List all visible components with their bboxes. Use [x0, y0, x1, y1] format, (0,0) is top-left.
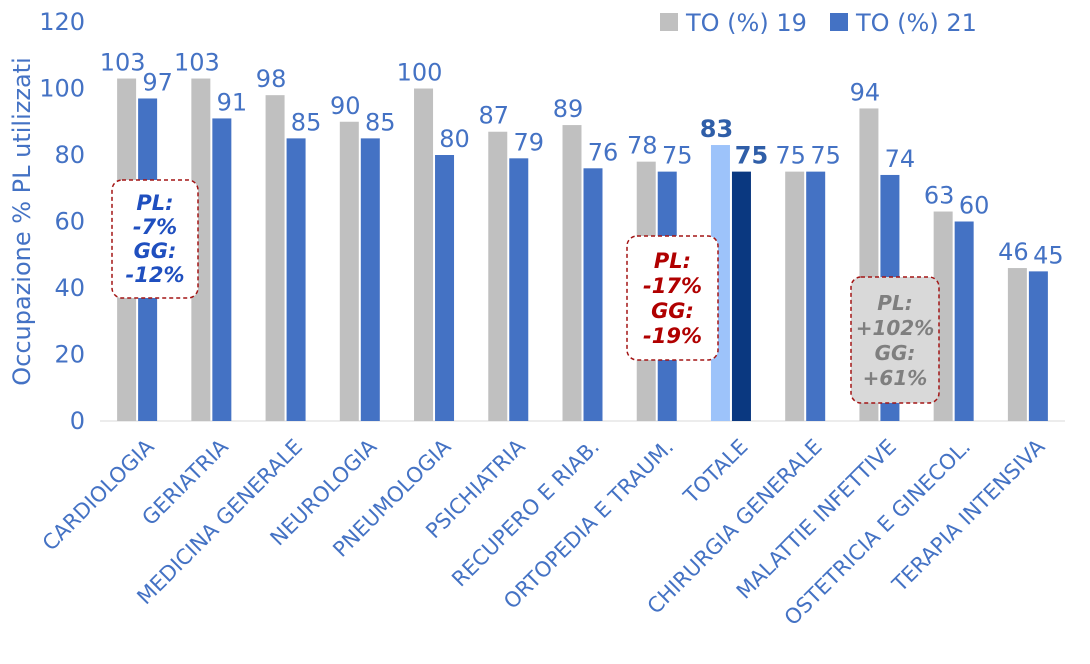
bar — [806, 171, 826, 421]
legend-label: TO (%) 19 — [685, 9, 807, 37]
data-label: 98 — [256, 65, 287, 93]
data-label: 97 — [142, 68, 173, 96]
data-label: 76 — [588, 138, 619, 166]
annotation-box — [626, 235, 719, 361]
data-label: 79 — [513, 128, 544, 156]
y-tick-label: 40 — [54, 274, 85, 302]
bar — [731, 171, 751, 421]
data-label: 85 — [365, 108, 396, 136]
bar — [360, 138, 380, 421]
annotation-text: GG: — [651, 299, 694, 323]
category-label: CARDIOLOGIA — [38, 434, 159, 555]
annotation-text: PL: — [136, 191, 173, 215]
data-label: 75 — [775, 142, 806, 170]
data-label: 87 — [478, 102, 509, 130]
y-tick-label: 60 — [54, 208, 85, 236]
data-label: 90 — [330, 92, 361, 120]
bar — [435, 155, 455, 421]
data-label: 94 — [850, 78, 881, 106]
data-label: 75 — [662, 142, 693, 170]
annotation-text: -17% — [643, 274, 702, 298]
category-label: TERAPIA INTENSIVA — [887, 434, 1050, 597]
data-label: 80 — [439, 125, 470, 153]
data-label: 91 — [217, 88, 248, 116]
legend-label: TO (%) 21 — [855, 9, 977, 37]
bar — [583, 168, 603, 421]
annotation-box — [111, 179, 199, 299]
bar — [286, 138, 306, 421]
data-label: 103 — [100, 49, 146, 77]
data-label: 100 — [397, 59, 443, 87]
bar — [562, 125, 582, 421]
data-label: 63 — [924, 182, 955, 210]
data-label: 103 — [174, 49, 220, 77]
y-axis-label: Occupazione % PL utilizzati — [8, 57, 36, 386]
bar — [265, 95, 285, 422]
y-tick-label: 100 — [39, 75, 85, 103]
bar — [1007, 268, 1027, 421]
bar — [212, 118, 232, 422]
data-label: 45 — [1033, 241, 1064, 269]
annotation-text: +61% — [863, 366, 928, 390]
annotation-text: -12% — [126, 263, 185, 287]
annotation-text: -7% — [133, 215, 177, 239]
annotation-text: +102% — [856, 316, 935, 340]
bar — [509, 158, 529, 421]
annotation-box — [850, 276, 940, 404]
annotation-text: PL: — [877, 291, 912, 315]
data-label: 78 — [627, 132, 658, 160]
annotation-text: -19% — [643, 324, 702, 348]
bar — [954, 221, 974, 421]
annotation-text: GG: — [134, 239, 177, 263]
annotation-text: PL: — [654, 249, 691, 273]
y-tick-label: 120 — [39, 8, 85, 36]
category-label: RECUPERO E RIAB. — [447, 435, 604, 592]
category-label: TOTALE — [678, 435, 752, 509]
bar — [414, 88, 434, 421]
data-label: 89 — [553, 95, 584, 123]
bar — [191, 78, 211, 422]
bar — [1028, 271, 1048, 421]
data-label: 74 — [885, 145, 916, 173]
data-label: 75 — [735, 142, 768, 170]
data-label: 83 — [700, 115, 733, 143]
bar — [339, 121, 359, 421]
bar — [488, 131, 508, 421]
y-tick-label: 80 — [54, 141, 85, 169]
data-label: 60 — [959, 192, 990, 220]
legend-swatch — [830, 13, 848, 31]
data-label: 85 — [291, 108, 322, 136]
data-label: 46 — [998, 238, 1029, 266]
y-tick-label: 0 — [70, 407, 85, 435]
y-tick-label: 20 — [54, 341, 85, 369]
data-label: 75 — [810, 142, 841, 170]
bar — [785, 171, 805, 421]
annotation-text: GG: — [875, 341, 916, 365]
legend-swatch — [660, 13, 678, 31]
